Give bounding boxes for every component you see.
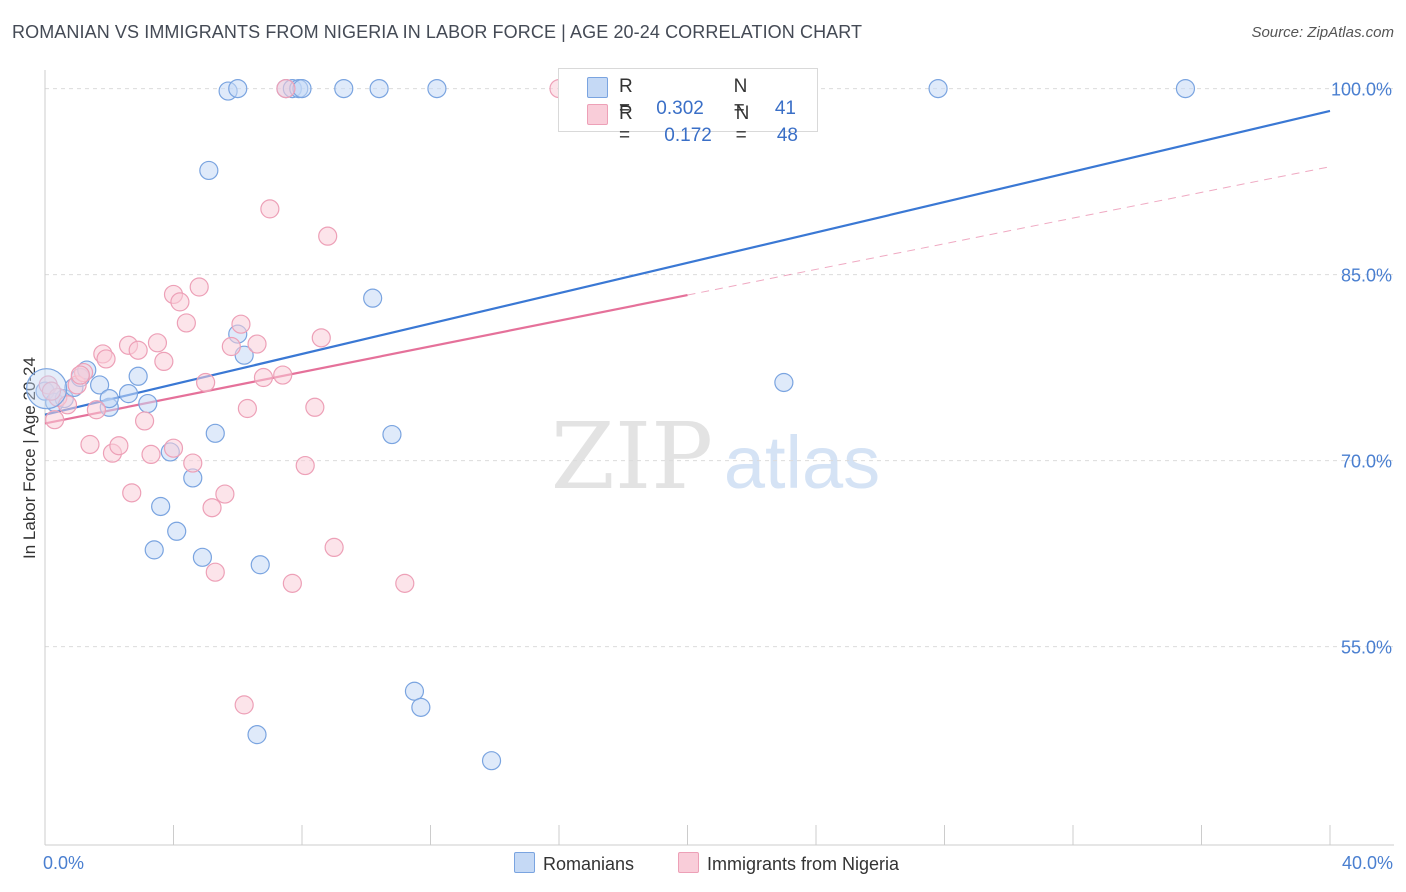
legend-swatch-pink [587,104,608,125]
data-point-pink [189,277,209,297]
data-point-pink [215,484,235,504]
data-point-blue [90,375,110,395]
data-point-pink [134,411,155,431]
bottom-legend-romanians: Romanians [514,852,634,875]
legend-n-value: 48 [776,125,798,146]
data-point-pink [247,334,267,354]
data-point-pink [86,400,107,420]
data-point-pink [205,562,225,582]
data-point-pink [70,365,90,385]
data-point-pink [282,573,302,593]
bottom-legend-nigeria: Immigrants from Nigeria [678,852,899,875]
data-point-pink [154,351,174,371]
data-point-pink [311,328,331,348]
legend-r-label: R = [619,103,633,146]
y-tick-label: 70.0% [1341,452,1392,472]
x-tick-label: 40.0% [1342,853,1393,873]
data-point-blue [411,697,431,717]
data-point-blue [118,384,139,404]
data-point-pink [202,498,222,518]
chart-title: ROMANIAN VS IMMIGRANTS FROM NIGERIA IN L… [12,22,863,42]
data-point-pink [318,226,338,246]
data-point-blue [334,78,354,99]
data-point-pink [176,313,196,333]
trend-line-extension-pink [687,166,1331,296]
data-point-blue [404,681,425,701]
data-point-pink [395,573,415,593]
data-point-pink [276,78,296,99]
watermark-atlas: atlas [724,421,880,504]
data-point-blue [1175,78,1196,99]
y-tick-label: 100.0% [1331,80,1392,100]
data-point-blue [363,288,383,308]
data-point-pink [231,314,251,334]
data-point-blue [199,160,219,181]
data-point-blue [228,78,248,99]
data-point-blue [167,521,187,541]
x-tick-label: 0.0% [43,853,84,873]
data-point-blue [928,78,948,99]
data-point-blue [128,366,148,386]
legend-row-blue: R = 0.302 N = 41 [619,76,796,120]
legend-swatch-blue [514,852,535,873]
data-point-blue [427,78,447,99]
data-point-pink [324,537,344,558]
stats-legend: R = 0.302 N = 41 R = 0.172 N = 48 [558,68,818,146]
data-point-pink [109,436,129,456]
legend-label-nigeria: Immigrants from Nigeria [707,854,900,874]
legend-n-label: N = [733,76,748,119]
watermark-zip: ZIP [551,403,713,510]
data-point-pink [237,398,257,419]
data-point-pink [260,199,280,219]
legend-row-pink: R = 0.172 N = 48 [619,103,798,147]
legend-n-label: N = [735,103,750,146]
data-point-cluster [26,368,68,410]
data-point-pink [170,292,190,312]
data-point-blue [292,78,312,99]
legend-n-value: 41 [774,98,796,119]
data-point-pink [128,340,148,360]
data-point-blue [205,423,225,443]
data-point-pink [295,455,315,476]
legend-r-value: 0.302 [656,98,704,119]
y-tick-label: 55.0% [1341,638,1392,658]
data-point-blue [774,372,794,393]
legend-swatch-pink [678,852,699,873]
data-point-blue [382,424,402,445]
data-point-pink [305,397,325,417]
legend-r-label: R = [619,76,633,119]
source-label: Source: ZipAtlas.com [1251,24,1394,41]
data-point-pink [41,381,62,401]
data-point-pink [96,349,116,369]
data-point-pink [163,438,184,458]
legend-label-romanians: Romanians [543,854,635,874]
trend-line-blue [44,109,1331,416]
data-point-pink [147,333,168,353]
data-point-pink [183,453,203,473]
data-point-pink [45,410,65,430]
legend-r-value: 0.172 [664,125,712,146]
data-point-pink [253,367,274,388]
data-point-blue [247,725,267,745]
data-point-pink [80,434,100,455]
data-point-blue [151,496,171,517]
y-tick-label: 85.0% [1341,266,1392,286]
data-point-pink [196,372,216,393]
data-point-pink [273,365,293,385]
legend-swatch-blue [587,77,608,98]
data-point-blue [138,393,158,414]
data-point-pink [221,336,241,357]
data-point-blue [99,389,119,409]
data-point-blue [481,751,502,771]
data-point-blue [144,540,164,560]
data-point-blue [192,547,213,567]
data-point-pink [234,695,254,715]
data-point-pink [122,483,142,503]
data-point-pink [141,444,161,464]
data-point-blue [369,78,389,99]
data-point-blue [250,555,270,575]
